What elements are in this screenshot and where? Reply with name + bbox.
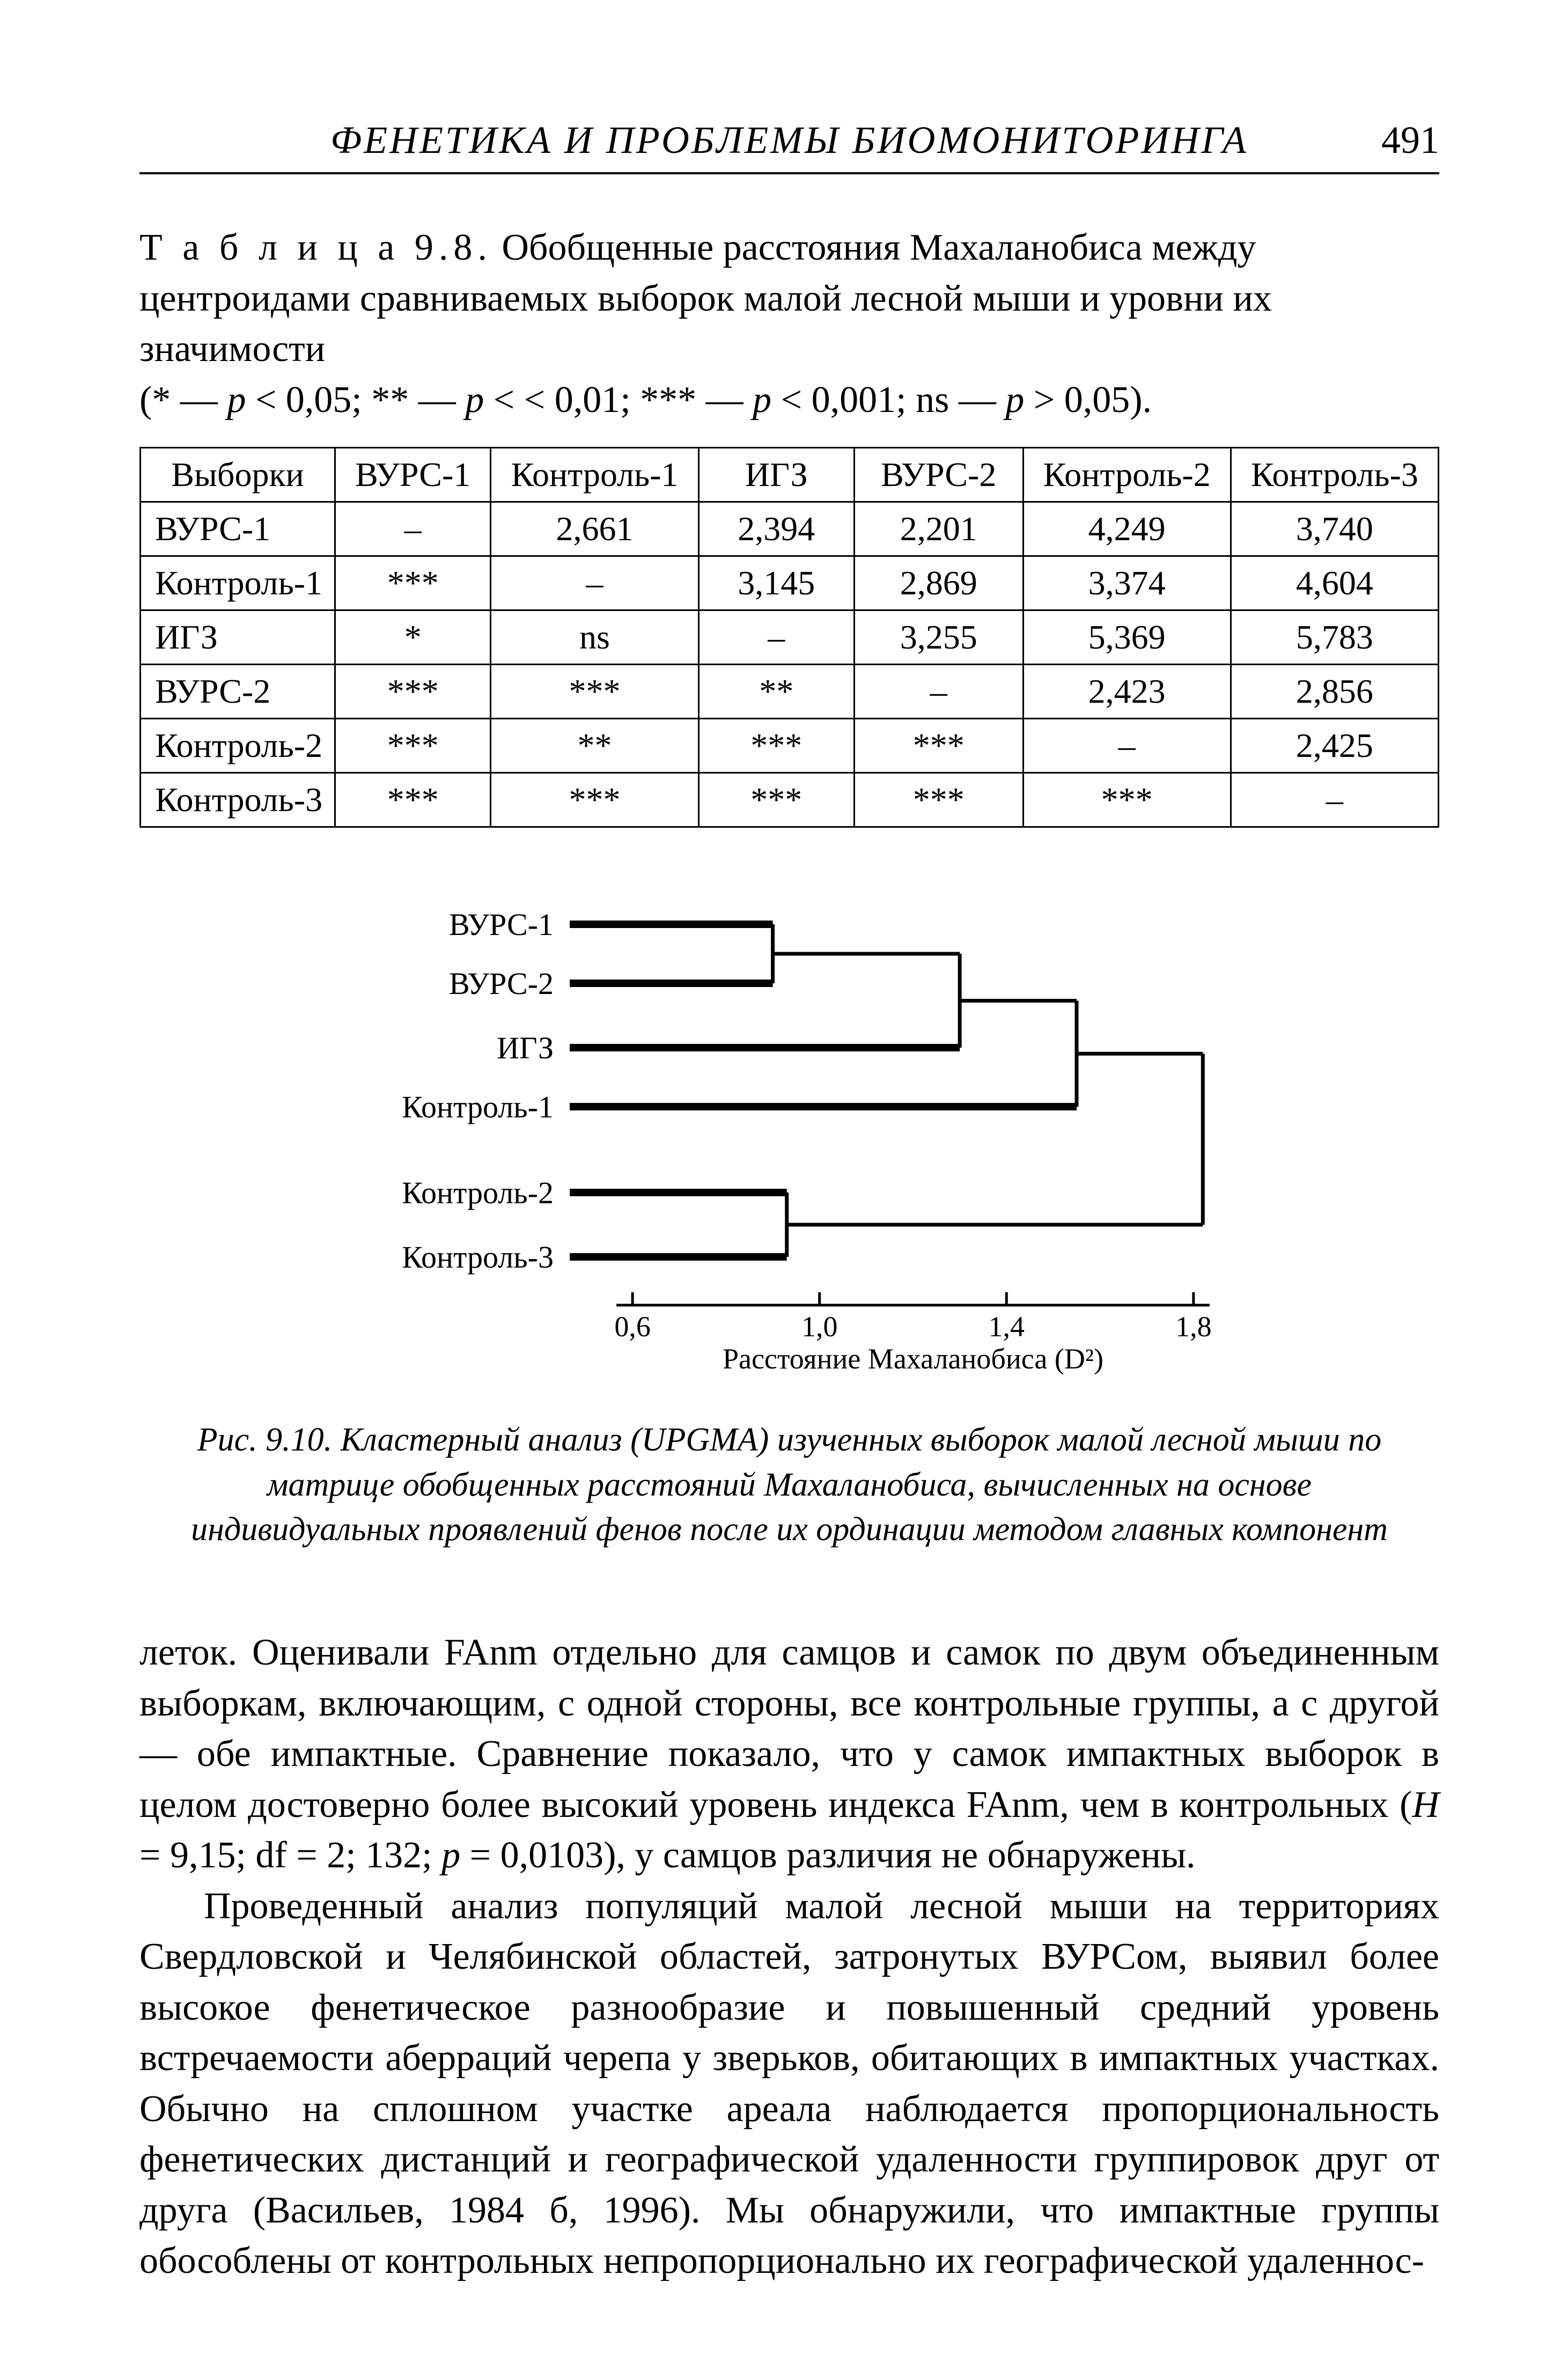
table-cell: 3,374	[1023, 556, 1231, 610]
table-row: Контроль-3***************–	[141, 773, 1439, 827]
table-cell: 2,425	[1231, 719, 1438, 773]
table-cell: –	[698, 610, 854, 665]
table-cell: ***	[491, 773, 698, 827]
table-row: ИГЗ*ns–3,2555,3695,783	[141, 610, 1439, 665]
table-cell: –	[1231, 773, 1438, 827]
table-cell: 3,145	[698, 556, 854, 610]
table-cell: **	[698, 665, 854, 719]
paragraph-1: леток. Оценивали FAnm отдельно для самцо…	[139, 1628, 1439, 1881]
table-header-cell: Контроль-1	[491, 448, 698, 502]
svg-text:Контроль-1: Контроль-1	[402, 1090, 554, 1124]
table-cell: 3,255	[854, 610, 1023, 665]
table-row: Контроль-2***********–2,425	[141, 719, 1439, 773]
table-body: ВУРС-1–2,6612,3942,2014,2493,740Контроль…	[141, 502, 1439, 827]
table-cell: 2,661	[491, 502, 698, 556]
dendrogram: ВУРС-1 ВУРС-2 ИГЗ Контроль-1 Контроль-2 Контр…	[318, 892, 1262, 1386]
table-cell: 3,740	[1231, 502, 1438, 556]
table-cell: ***	[491, 665, 698, 719]
table-cell: 5,369	[1023, 610, 1231, 665]
running-title: ФЕНЕТИКА И ПРОБЛЕМЫ БИОМОНИТОРИНГА	[247, 118, 1332, 163]
body-text: леток. Оценивали FAnm отдельно для самцо…	[139, 1628, 1439, 2287]
dendrogram-wrap: ВУРС-1 ВУРС-2 ИГЗ Контроль-1 Контроль-2 Контр…	[139, 892, 1439, 1386]
svg-text:1,4: 1,4	[988, 1311, 1025, 1343]
table-header-row: ВыборкиВУРС-1Контроль-1ИГЗВУРС-2Контроль…	[141, 448, 1439, 502]
table-cell: ***	[854, 719, 1023, 773]
svg-text:ВУРС-2: ВУРС-2	[448, 966, 553, 1001]
table-cell: 4,604	[1231, 556, 1438, 610]
table-row-header: Контроль-1	[141, 556, 335, 610]
table-cell: 2,423	[1023, 665, 1231, 719]
table-row-header: Контроль-2	[141, 719, 335, 773]
mahalanobis-table: ВыборкиВУРС-1Контроль-1ИГЗВУРС-2Контроль…	[139, 447, 1439, 828]
figure-caption: Рис. 9.10. Кластерный анализ (UPGMA) изу…	[172, 1418, 1407, 1552]
table-header-cell: ВУРС-1	[335, 448, 491, 502]
table-cell: *	[335, 610, 491, 665]
svg-text:ВУРС-1: ВУРС-1	[448, 907, 553, 942]
table-cell: ***	[335, 556, 491, 610]
table-row-header: ИГЗ	[141, 610, 335, 665]
table-cell: ***	[335, 719, 491, 773]
table-cell: ***	[854, 773, 1023, 827]
svg-text:Контроль-3: Контроль-3	[402, 1240, 554, 1275]
page: ФЕНЕТИКА И ПРОБЛЕМЫ БИОМОНИТОРИНГА 491 Т…	[0, 0, 1568, 2363]
table-cell: –	[335, 502, 491, 556]
table-cell: –	[491, 556, 698, 610]
table-cell: ***	[335, 773, 491, 827]
table-row: Контроль-1***–3,1452,8693,3744,604	[141, 556, 1439, 610]
table-legend: (* — p < 0,05; ** — p < < 0,01; *** — p …	[139, 379, 1152, 421]
table-row-header: ВУРС-2	[141, 665, 335, 719]
table-header-cell: Контроль-2	[1023, 448, 1231, 502]
svg-text:Расстояние Махаланобиса (D²): Расстояние Махаланобиса (D²)	[722, 1343, 1103, 1375]
table-cell: 2,201	[854, 502, 1023, 556]
svg-text:Контроль-2: Контроль-2	[402, 1175, 554, 1210]
svg-text:0,6: 0,6	[614, 1311, 651, 1343]
table-cell: ***	[1023, 773, 1231, 827]
table-caption-lead: Т а б л и ц а 9.8.	[139, 227, 492, 268]
table-cell: 2,869	[854, 556, 1023, 610]
table-cell: –	[854, 665, 1023, 719]
svg-text:ИГЗ: ИГЗ	[497, 1030, 554, 1065]
table-caption: Т а б л и ц а 9.8. Обобщенные расстояния…	[139, 223, 1439, 425]
table-cell: –	[1023, 719, 1231, 773]
table-cell: 5,783	[1231, 610, 1438, 665]
running-head: ФЕНЕТИКА И ПРОБЛЕМЫ БИОМОНИТОРИНГА 491	[139, 118, 1439, 174]
table-row: ВУРС-2********–2,4232,856	[141, 665, 1439, 719]
svg-text:1,8: 1,8	[1175, 1311, 1212, 1343]
page-number: 491	[1332, 118, 1439, 163]
table-header-cell: ИГЗ	[698, 448, 854, 502]
table-cell: 2,856	[1231, 665, 1438, 719]
paragraph-2: Проведенный анализ популяций малой лесно…	[139, 1881, 1439, 2287]
table-cell: **	[491, 719, 698, 773]
table-row-header: ВУРС-1	[141, 502, 335, 556]
svg-text:1,0: 1,0	[801, 1311, 837, 1343]
table-header-cell: Выборки	[141, 448, 335, 502]
table-cell: ns	[491, 610, 698, 665]
table-cell: 2,394	[698, 502, 854, 556]
table-header-cell: Контроль-3	[1231, 448, 1438, 502]
table-cell: ***	[698, 719, 854, 773]
table-cell: ***	[335, 665, 491, 719]
table-cell: ***	[698, 773, 854, 827]
table-row: ВУРС-1–2,6612,3942,2014,2493,740	[141, 502, 1439, 556]
table-row-header: Контроль-3	[141, 773, 335, 827]
table-cell: 4,249	[1023, 502, 1231, 556]
table-header-cell: ВУРС-2	[854, 448, 1023, 502]
